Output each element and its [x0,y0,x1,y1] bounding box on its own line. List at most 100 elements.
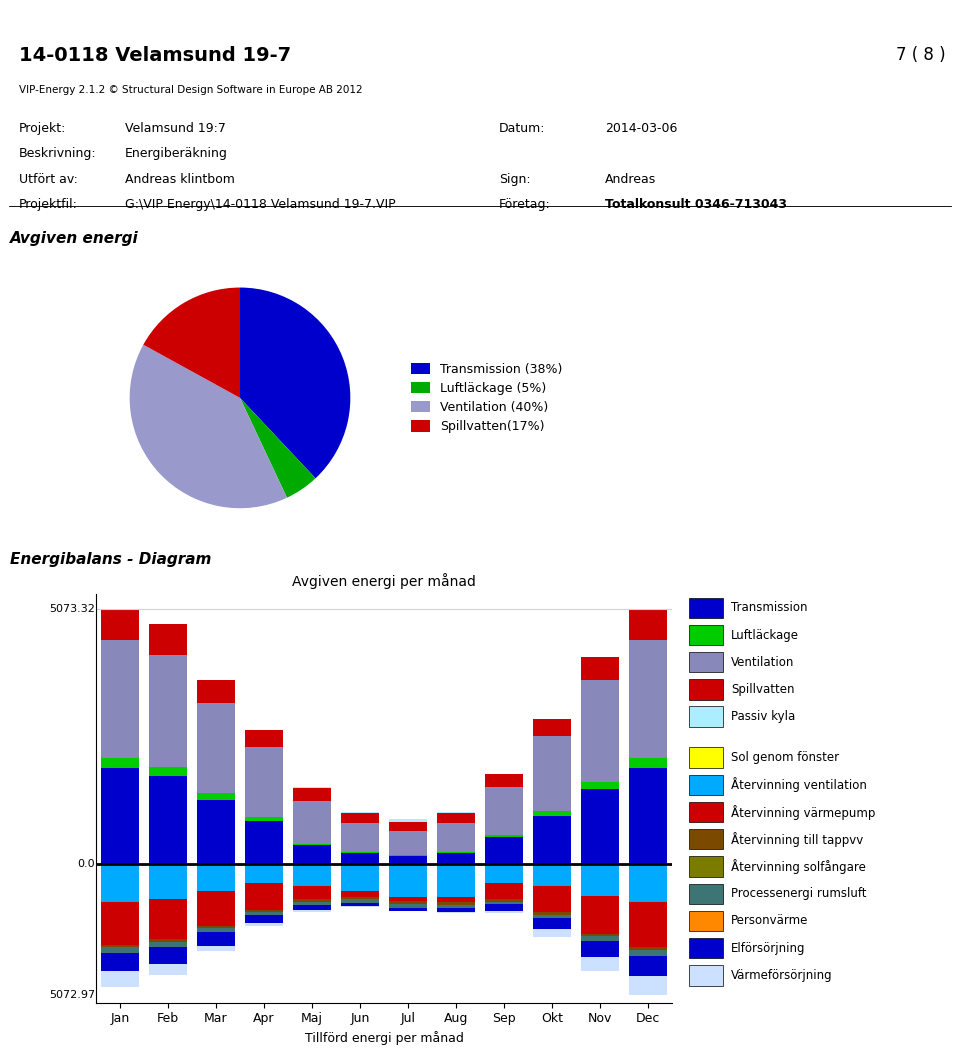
Bar [341,903,379,906]
Text: G:\VIP Energy\14-0118 Velamsund 19-7.VIP: G:\VIP Energy\14-0118 Velamsund 19-7.VIP [125,198,396,211]
Bar [245,730,283,747]
Bar [485,899,523,902]
Bar [629,641,667,759]
Text: Velamsund 19:7: Velamsund 19:7 [125,122,226,135]
Bar [689,829,724,850]
Bar [533,865,571,886]
Bar [689,679,724,699]
Bar [533,886,571,912]
Text: Projektfil:: Projektfil: [19,198,78,211]
Bar [485,865,523,883]
Bar [533,915,571,918]
Bar [197,865,235,891]
Bar [629,902,667,947]
Bar [101,944,139,947]
Bar [197,891,235,926]
Bar [581,934,619,937]
Text: Processenergi rumsluft: Processenergi rumsluft [732,887,867,900]
Bar [533,918,571,929]
Text: Sol genom fönster: Sol genom fönster [732,751,839,764]
Bar [149,964,187,975]
Bar [101,609,139,641]
Text: Återvinning solfångare: Återvinning solfångare [732,859,866,874]
Bar [629,976,667,995]
Bar [101,902,139,944]
Bar [581,937,619,941]
Bar [629,950,667,956]
Bar [341,900,379,903]
Bar [293,788,331,801]
Wedge shape [240,398,316,498]
Wedge shape [130,345,287,508]
Bar [689,884,724,904]
Text: 5072.97: 5072.97 [49,990,95,999]
Bar [245,915,283,923]
Bar [629,865,667,902]
Bar [389,904,427,908]
Bar [689,802,724,822]
Bar [389,897,427,901]
Text: Andreas klintbom: Andreas klintbom [125,173,234,186]
Bar [101,759,139,768]
Bar [293,846,331,864]
Bar [389,908,427,910]
Bar [689,910,724,932]
Bar [101,947,139,953]
Text: VIP-Energy 2.1.2 © Structural Design Software in Europe AB 2012: VIP-Energy 2.1.2 © Structural Design Sof… [19,85,363,94]
Bar [581,657,619,680]
Bar [245,747,283,817]
Bar [533,912,571,915]
Bar [485,902,523,904]
Bar [581,789,619,864]
Bar [293,886,331,899]
Bar [437,908,475,911]
Bar [197,945,235,951]
Text: Totalkonsult 0346-713043: Totalkonsult 0346-713043 [605,198,787,211]
Bar [149,939,187,942]
Bar [149,899,187,939]
Bar [629,759,667,768]
Bar [149,655,187,767]
Bar [245,923,283,926]
Bar [485,837,523,864]
Bar [629,947,667,950]
Text: Spillvatten: Spillvatten [732,683,795,696]
Text: Ventilation: Ventilation [732,656,795,668]
Bar [341,812,379,814]
Bar [581,782,619,789]
Bar [149,624,187,655]
Bar [689,775,724,795]
Text: Utfört av:: Utfört av: [19,173,78,186]
Bar [485,775,523,786]
Bar [341,814,379,823]
Text: Återvinning till tappvv: Återvinning till tappvv [732,832,864,847]
Bar [629,768,667,864]
Bar [437,865,475,897]
Legend: Transmission (38%), Luftläckage (5%), Ventilation (40%), Spillvatten(17%): Transmission (38%), Luftläckage (5%), Ve… [406,358,567,438]
Bar [101,972,139,988]
Bar [689,653,724,673]
Bar [341,891,379,897]
Bar [437,812,475,814]
Bar [341,823,379,852]
Text: Datum:: Datum: [499,122,545,135]
Bar [689,747,724,768]
Text: Energibalans - Diagram: Energibalans - Diagram [10,552,211,568]
Bar [437,897,475,902]
Text: Energiberäkning: Energiberäkning [125,147,228,160]
Bar [689,597,724,618]
Bar [197,928,235,933]
Bar [485,883,523,899]
Wedge shape [240,288,350,479]
Bar [245,912,283,915]
Bar [341,906,379,907]
Text: Personvärme: Personvärme [732,915,808,927]
Bar [101,953,139,972]
Bar [485,910,523,914]
Bar [533,812,571,816]
Bar [149,776,187,864]
Text: Återvinning värmepump: Återvinning värmepump [732,804,876,819]
Text: Luftläckage: Luftläckage [732,628,800,642]
Bar [689,707,724,727]
Bar [389,831,427,855]
